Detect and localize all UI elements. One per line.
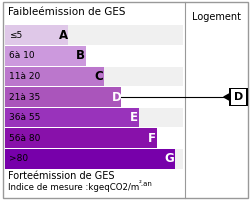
Text: G: G — [165, 152, 174, 165]
Text: Faibleémission de GES: Faibleémission de GES — [8, 7, 125, 17]
Bar — [231, 89, 246, 105]
Text: ≤5: ≤5 — [9, 31, 22, 40]
Text: 36à 55: 36à 55 — [9, 113, 40, 122]
Bar — [5, 25, 182, 45]
Bar — [5, 128, 157, 148]
Text: Indice de mesure :kgeqCO2/m: Indice de mesure :kgeqCO2/m — [8, 183, 139, 192]
Text: D: D — [112, 90, 121, 104]
Bar — [5, 108, 182, 127]
Bar — [5, 25, 68, 45]
Text: D: D — [234, 92, 243, 102]
Bar — [5, 67, 103, 86]
Bar — [5, 108, 139, 127]
Text: A: A — [58, 29, 68, 42]
Bar — [5, 46, 182, 66]
Text: B: B — [76, 49, 85, 62]
Polygon shape — [224, 94, 229, 100]
Text: Logement: Logement — [192, 12, 241, 22]
Text: Forteémission de GES: Forteémission de GES — [8, 171, 114, 181]
Text: 11à 20: 11à 20 — [9, 72, 40, 81]
Bar — [5, 87, 121, 107]
Bar — [5, 149, 182, 169]
Bar — [5, 149, 174, 169]
Bar — [5, 128, 182, 148]
Text: C: C — [94, 70, 103, 83]
Text: >80: >80 — [9, 154, 28, 163]
Bar — [229, 88, 248, 106]
Text: F: F — [148, 132, 156, 145]
Bar — [5, 67, 182, 86]
Bar — [5, 46, 86, 66]
Text: 6à 10: 6à 10 — [9, 51, 34, 60]
Text: 56à 80: 56à 80 — [9, 134, 40, 143]
Text: 21à 35: 21à 35 — [9, 92, 40, 102]
Text: ².an: ².an — [139, 181, 152, 187]
Text: E: E — [130, 111, 138, 124]
Bar — [5, 87, 182, 107]
